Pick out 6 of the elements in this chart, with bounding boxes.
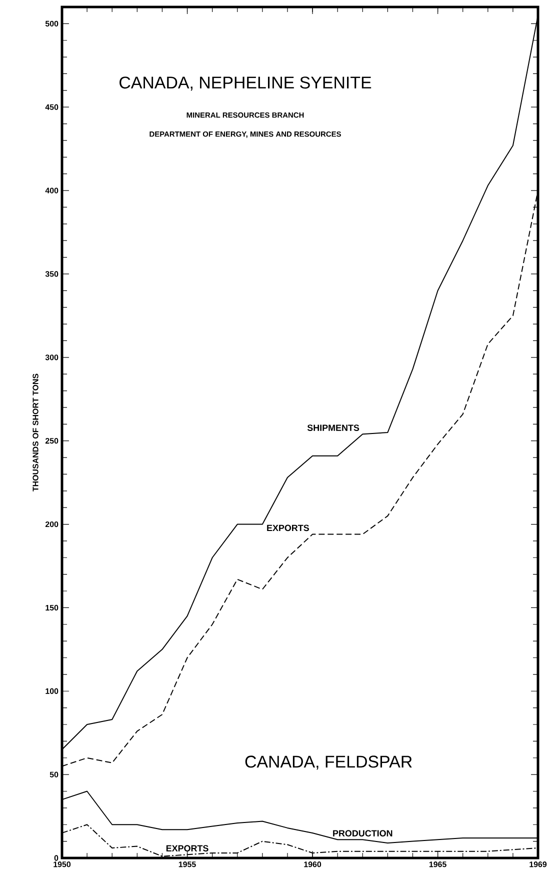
series-label: SHIPMENTS <box>307 424 360 431</box>
text: CANADA, NEPHELINE SYENITE <box>120 76 372 91</box>
annotation: CANADA, FELDSPAR <box>245 756 412 770</box>
series-label: EXPORTS <box>267 524 309 532</box>
series-label: PRODUCTION <box>333 830 392 836</box>
series-label: EXPORTS <box>166 845 208 852</box>
